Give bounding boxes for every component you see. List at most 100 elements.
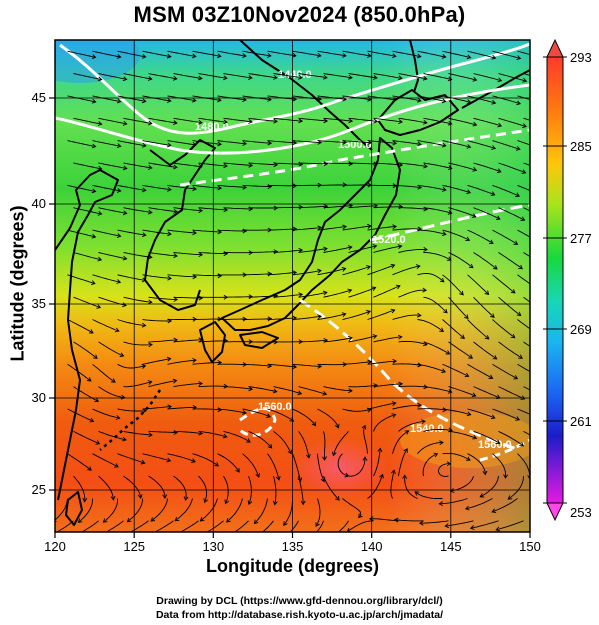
streamline: [105, 520, 124, 532]
streamline: [373, 448, 381, 477]
streamline-arrow: [122, 76, 128, 82]
streamline-arrow: [515, 416, 520, 421]
streamline-arrow: [223, 119, 228, 125]
streamline: [317, 184, 347, 186]
streamline-arrow: [167, 231, 172, 237]
streamline: [142, 319, 172, 322]
streamline-arrow: [172, 378, 178, 384]
streamline: [317, 408, 339, 428]
streamline-arrow: [444, 523, 450, 529]
streamline: [173, 296, 203, 299]
streamline-arrow: [198, 163, 203, 169]
streamline-arrow: [116, 54, 122, 59]
streamline: [198, 475, 208, 503]
streamline-arrow: [484, 290, 490, 296]
streamline: [392, 50, 421, 58]
coastline-ryukyu: [99, 389, 162, 451]
streamline: [123, 430, 153, 436]
streamline: [192, 362, 222, 365]
streamline: [127, 498, 143, 523]
streamline-arrow: [317, 268, 322, 274]
streamline-arrow: [283, 521, 288, 527]
streamline: [273, 386, 302, 395]
streamline-arrow: [90, 280, 96, 286]
streamline-arrow: [148, 209, 153, 215]
streamline-arrow: [242, 410, 247, 415]
streamline: [498, 117, 527, 128]
streamline-arrow: [88, 329, 94, 334]
streamline-arrow: [519, 442, 525, 447]
streamline-arrow: [495, 526, 501, 532]
streamline-arrow: [439, 327, 445, 333]
streamline: [348, 162, 378, 165]
streamline: [517, 140, 530, 146]
streamline: [423, 252, 452, 261]
streamline: [167, 359, 197, 365]
streamline: [417, 441, 444, 454]
streamline-arrow: [367, 359, 373, 365]
streamline: [448, 162, 477, 171]
streamline: [289, 520, 299, 532]
streamline-arrow: [97, 256, 103, 262]
streamline-arrow: [347, 288, 353, 294]
streamline: [217, 453, 240, 473]
streamline-arrow: [235, 467, 240, 473]
streamline: [332, 431, 349, 456]
streamline: [142, 95, 171, 102]
colorbar-label: 277: [570, 231, 592, 246]
streamline: [117, 140, 146, 147]
credit-drawing: Drawing by DCL (https://www.gfd-dennou.o…: [156, 595, 443, 607]
streamline-arrow: [119, 352, 125, 358]
contour-label: 1560.0: [478, 439, 512, 451]
contour-line: [479, 438, 530, 462]
streamline-arrow: [110, 496, 116, 501]
streamline-arrow: [323, 74, 328, 80]
streamline: [498, 207, 525, 221]
streamline: [148, 207, 178, 213]
streamline: [398, 162, 428, 168]
streamline-arrow: [116, 188, 122, 193]
streamline-arrow: [315, 522, 320, 527]
streamline: [254, 498, 268, 524]
streamline: [423, 162, 452, 169]
streamline-arrow: [390, 469, 396, 475]
streamline: [292, 270, 322, 276]
streamline-arrow: [247, 500, 253, 506]
streamline-arrow: [373, 161, 379, 167]
streamline-arrow: [515, 192, 520, 198]
streamline-arrow: [166, 457, 172, 463]
streamline: [142, 453, 171, 462]
streamline: [226, 498, 243, 523]
streamline: [67, 184, 96, 192]
streamline: [323, 246, 352, 253]
streamline: [498, 162, 526, 174]
streamline-arrow: [203, 498, 209, 504]
streamline-arrow: [348, 335, 353, 341]
streamline-arrow: [441, 98, 447, 104]
streamline: [398, 289, 427, 298]
streamline: [148, 430, 178, 434]
streamline-arrow: [441, 368, 447, 374]
streamline: [439, 498, 468, 505]
streamline-arrow: [102, 518, 108, 523]
streamline: [442, 363, 469, 377]
x-tick-labels: 120 125 130 135 140 145 150: [44, 539, 541, 554]
streamline-arrow: [423, 119, 428, 125]
contour-label: 1480.0: [195, 121, 229, 133]
streamline-arrow: [464, 372, 470, 378]
streamline: [398, 248, 428, 253]
warm-core-region: [292, 438, 388, 498]
contour-line: [179, 128, 530, 187]
streamline-arrow: [114, 463, 119, 468]
streamline: [242, 453, 260, 478]
streamline-arrow: [297, 477, 303, 483]
streamline: [448, 117, 477, 126]
streamline: [342, 225, 372, 231]
streamline: [523, 431, 530, 436]
coastline-sakhalin: [409, 40, 419, 93]
streamline-arrow: [398, 334, 403, 340]
streamline: [73, 341, 98, 359]
streamline: [298, 73, 328, 79]
streamline-arrow: [371, 286, 377, 291]
streamline: [467, 50, 496, 59]
